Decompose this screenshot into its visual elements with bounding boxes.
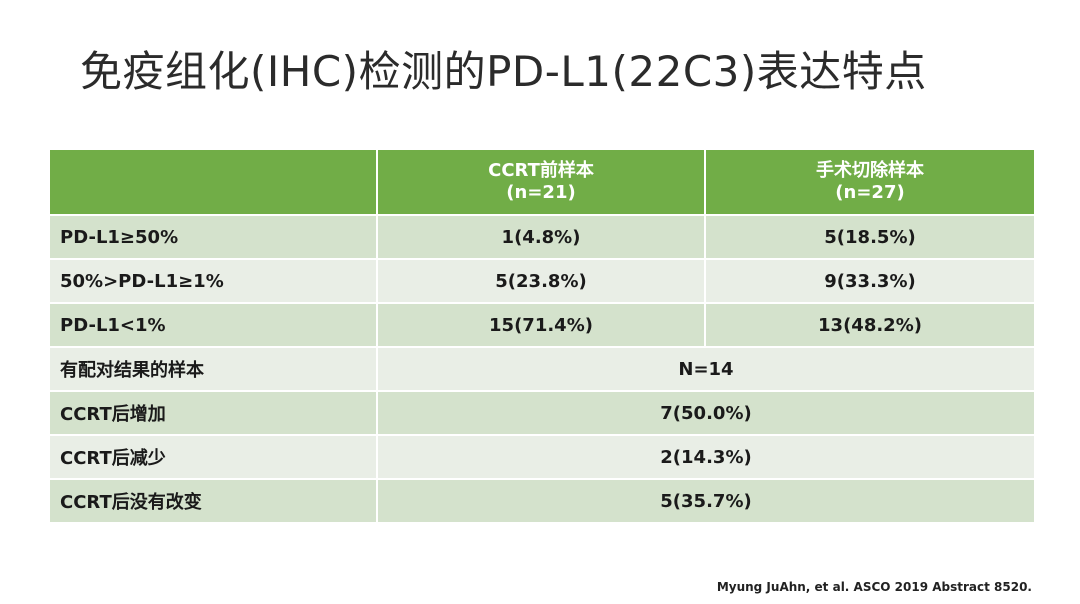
- row-label: 有配对结果的样本: [48, 346, 378, 392]
- ccrt-pre-value: 15(71.4%): [376, 302, 706, 348]
- table-row: PD-L1≥50% 1(4.8%) 5(18.5%): [48, 214, 1036, 260]
- header-surgery-sample-n: (n=27): [835, 182, 905, 203]
- table-row: CCRT后没有改变 5(35.7%): [48, 478, 1036, 524]
- header-ccrt-pre-sample-n: (n=21): [506, 182, 576, 203]
- table-row: PD-L1<1% 15(71.4%) 13(48.2%): [48, 302, 1036, 348]
- row-label: PD-L1<1%: [48, 302, 378, 348]
- row-label: 50%>PD-L1≥1%: [48, 258, 378, 304]
- header-ccrt-pre-sample-label: CCRT前样本: [488, 160, 594, 181]
- table-row: 50%>PD-L1≥1% 5(23.8%) 9(33.3%): [48, 258, 1036, 304]
- paired-value: 2(14.3%): [376, 434, 1036, 480]
- paired-value: N=14: [376, 346, 1036, 392]
- row-label: CCRT后没有改变: [48, 478, 378, 524]
- citation: Myung JuAhn, et al. ASCO 2019 Abstract 8…: [716, 580, 1032, 594]
- pdl1-expression-table: CCRT前样本 (n=21) 手术切除样本 (n=27) PD-L1≥50% 1…: [48, 148, 1036, 524]
- table-row: CCRT后增加 7(50.0%): [48, 390, 1036, 436]
- row-label: CCRT后增加: [48, 390, 378, 436]
- table-header-row: CCRT前样本 (n=21) 手术切除样本 (n=27): [48, 148, 1036, 216]
- table-row: CCRT后减少 2(14.3%): [48, 434, 1036, 480]
- surgery-value: 9(33.3%): [704, 258, 1036, 304]
- ccrt-pre-value: 1(4.8%): [376, 214, 706, 260]
- row-label: CCRT后减少: [48, 434, 378, 480]
- ccrt-pre-value: 5(23.8%): [376, 258, 706, 304]
- paired-value: 7(50.0%): [376, 390, 1036, 436]
- header-empty-cell: [48, 148, 378, 216]
- paired-value: 5(35.7%): [376, 478, 1036, 524]
- header-surgery-sample: 手术切除样本 (n=27): [704, 148, 1036, 216]
- header-surgery-sample-label: 手术切除样本: [816, 160, 924, 181]
- header-ccrt-pre-sample: CCRT前样本 (n=21): [376, 148, 706, 216]
- slide-title: 免疫组化(IHC)检测的PD-L1(22C3)表达特点: [80, 47, 927, 96]
- table-row: 有配对结果的样本 N=14: [48, 346, 1036, 392]
- surgery-value: 13(48.2%): [704, 302, 1036, 348]
- surgery-value: 5(18.5%): [704, 214, 1036, 260]
- row-label: PD-L1≥50%: [48, 214, 378, 260]
